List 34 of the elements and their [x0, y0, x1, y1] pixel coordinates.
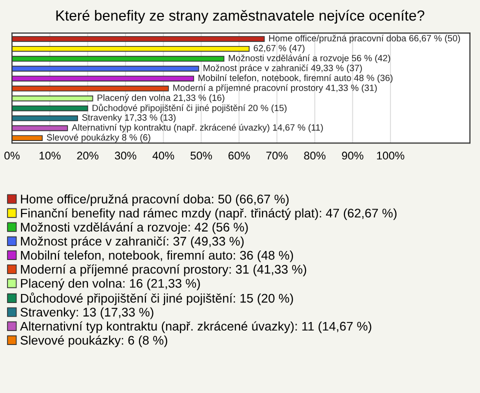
- legend-label: Placený den volna: 16 (21,33 %): [21, 278, 200, 290]
- x-tick-label: 0%: [4, 152, 20, 160]
- x-tick-label: 40%: [152, 152, 174, 160]
- x-tick-label: 60%: [228, 152, 250, 160]
- data-label: Mobilní telefon, notebook, firemní auto 48 % (36): [198, 74, 392, 83]
- data-label: Možnosti vzdělávání a rozvoje 56 % (42): [228, 54, 390, 64]
- x-tick-label: 50%: [190, 152, 212, 160]
- x-tick-label: 10%: [40, 152, 61, 160]
- legend-label: Alternativní typ kontraktu (např. zkrácené úvazky): 11 (14,67 %): [20, 321, 372, 334]
- x-tick-label: 100%: [377, 152, 404, 160]
- legend-label: Home office/pružná pracovní doba: 50 (66,67 %): [21, 194, 289, 206]
- data-label: Důchodové připojištění či jiné pojištění 20 % (15): [92, 104, 287, 113]
- legend-label: Stravenky: 13 (17,33 %): [20, 307, 154, 320]
- x-tick-label: 70%: [266, 152, 288, 160]
- legend-label: Možnost práce v zahraničí: 37 (49,33 %): [21, 236, 244, 248]
- x-tick-label: 80%: [304, 152, 326, 160]
- data-label: Placený den volna 21,33 % (16): [98, 94, 224, 103]
- legend-label: Důchodové připojištění či jiné pojištění: 15 (20 %): [21, 292, 293, 306]
- data-label: Možnost práce v zahraničí 49,33 % (37): [204, 64, 362, 73]
- x-tick-label: 30%: [114, 152, 136, 160]
- chart-title: Které benefity ze strany zaměstnavatele nejvíce oceníte?: [56, 10, 424, 24]
- data-label: 62,67 % (47): [254, 44, 304, 54]
- legend-label: Slevové poukázky: 6 (8 %): [20, 335, 168, 348]
- data-label: Stravenky 17,33 % (13): [82, 114, 176, 122]
- x-tick-label: 90%: [342, 152, 364, 160]
- legend-label: Možnosti vzdělávání a rozvoje: 42 (56 %): [21, 222, 248, 234]
- x-tick-label: 20%: [77, 152, 98, 160]
- data-label: Alternativní typ kontraktu (např. zkrácené úvazky) 14,67 % (11): [72, 124, 323, 132]
- data-label: Home office/pružná pracovní doba 66,67 % (50): [269, 34, 460, 44]
- legend-label: Moderní a příjemné pracovní prostory: 31 (41,33 %): [21, 264, 306, 276]
- legend-label: Finanční benefity nad rámec mzdy (např. třináctý plat): 47 (62,67 %): [21, 208, 396, 220]
- legend-label: Mobilní telefon, notebook, firemní auto: 36 (48 %): [21, 250, 293, 262]
- data-label: Slevové poukázky 8 % (6): [46, 134, 150, 142]
- data-label: Moderní a příjemné pracovní prostory 41,33 % (31): [173, 84, 377, 93]
